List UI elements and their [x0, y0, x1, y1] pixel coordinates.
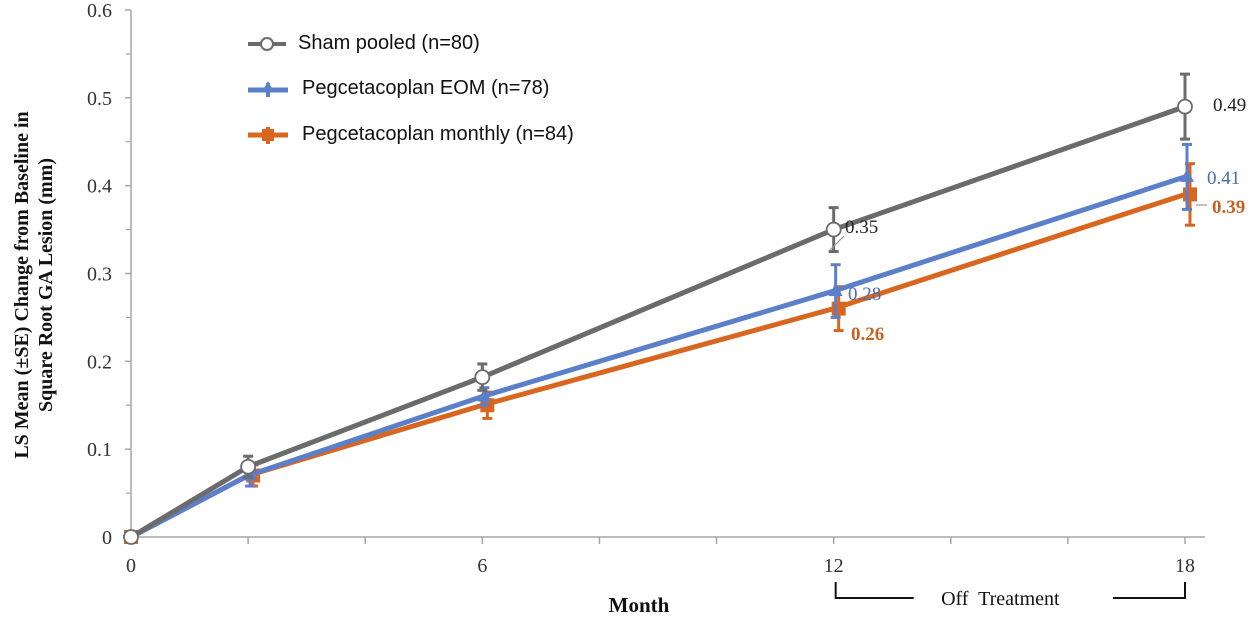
y-tick-label: 0 — [102, 527, 112, 549]
x-tick-label: 6 — [477, 555, 487, 577]
off-treatment-bracket-right — [1113, 582, 1186, 599]
series-1 — [124, 142, 1194, 542]
data-point — [1180, 168, 1194, 182]
axes: 0 0.1 0.2 0.3 0.4 0.5 0.6 0 6 12 18 — [87, 0, 1205, 577]
legend-label-monthly: Pegcetacoplan monthly (n=84) — [302, 123, 574, 145]
x-tick-label: 18 — [1175, 555, 1195, 577]
legend-label-sham: Sham pooled (n=80) — [298, 32, 480, 54]
off-treatment-bracket-left — [834, 582, 914, 599]
data-label: 0.26 — [851, 324, 884, 345]
data-point — [828, 283, 843, 297]
series-line — [129, 192, 1186, 540]
legend-item-eom: Pegcetacoplan EOM (n=78) — [246, 77, 549, 100]
legend-item-sham: Sham pooled (n=80) — [246, 32, 480, 55]
data-point — [474, 369, 491, 386]
leader-line — [829, 235, 845, 251]
data-label: 0.41 — [1207, 168, 1240, 189]
data-point — [831, 301, 846, 316]
y-tick-label: 0.5 — [87, 88, 112, 110]
y-axis-title-line-1: LS Mean (±SE) Change from Baseline in — [11, 111, 33, 459]
data-point — [123, 529, 139, 545]
data-label: 0.35 — [845, 217, 878, 238]
open-circle-marker-icon — [248, 36, 286, 51]
y-axis-title-line-2: Square Root GA Lesion (mm) — [35, 157, 57, 413]
triangle-marker-icon — [248, 80, 288, 97]
series-2 — [124, 162, 1197, 544]
x-tick-label: 0 — [126, 555, 136, 577]
data-label: 0.49 — [1213, 95, 1246, 116]
y-tick-label: 0.6 — [87, 0, 112, 22]
series-layer — [123, 72, 1197, 545]
data-point — [477, 388, 492, 402]
y-tick-label: 0.4 — [87, 176, 112, 198]
y-axis-title: LS Mean (±SE) Change from Baseline in Sq… — [10, 5, 70, 565]
data-point — [1177, 98, 1193, 115]
data-labels: 0.26 0.39 0.28 0.41 0.35 0.49 — [829, 95, 1246, 345]
data-label: 0.39 — [1212, 197, 1245, 218]
legend-item-monthly: Pegcetacoplan monthly (n=84) — [246, 123, 574, 146]
y-tick-label: 0.1 — [87, 439, 112, 461]
data-point — [825, 221, 842, 238]
square-marker-icon — [248, 126, 288, 144]
data-point — [1183, 187, 1197, 202]
legend-label-eom: Pegcetacoplan EOM (n=78) — [302, 77, 550, 99]
x-tick-label: 12 — [824, 555, 844, 577]
off-treatment-label: Off Treatment — [941, 588, 1060, 610]
off-treatment-annotation: Off Treatment — [834, 582, 1186, 610]
data-label: 0.28 — [848, 284, 881, 305]
data-point — [240, 458, 257, 475]
series-line — [129, 104, 1186, 540]
y-tick-label: 0.2 — [87, 351, 112, 373]
y-tick-label: 0.3 — [87, 264, 112, 286]
series-0 — [123, 72, 1193, 545]
x-axis-title: Month — [609, 593, 670, 617]
